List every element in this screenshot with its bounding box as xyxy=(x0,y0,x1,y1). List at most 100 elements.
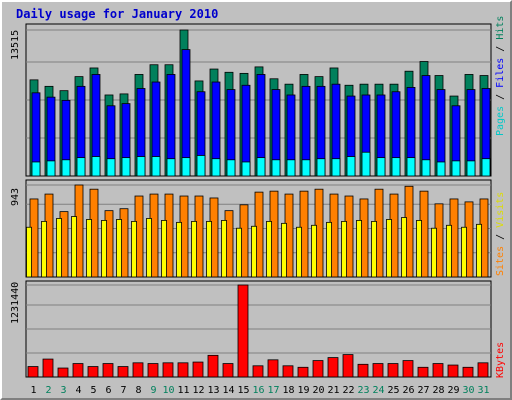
kbytes-bar xyxy=(342,354,354,378)
day-label: 10 xyxy=(162,385,174,396)
files-bar xyxy=(181,49,191,177)
sites-axis-max-label: 943 xyxy=(10,187,21,206)
kbytes-bar xyxy=(117,366,129,378)
visits-bar xyxy=(446,224,452,278)
pages-bar xyxy=(451,160,461,177)
pages-bar xyxy=(466,160,476,177)
kbytes-bar xyxy=(477,362,489,378)
day-label: 6 xyxy=(105,385,111,396)
pages-bar xyxy=(46,160,56,177)
day-label: 24 xyxy=(372,385,384,396)
visits-bar xyxy=(431,227,437,278)
pages-bar xyxy=(406,157,416,177)
pages-bar xyxy=(316,158,326,177)
day-label: 25 xyxy=(387,385,399,396)
pages-bar xyxy=(346,156,356,177)
visits-bar xyxy=(311,224,317,278)
day-label: 17 xyxy=(267,385,279,396)
visits-bar xyxy=(101,220,107,278)
pages-bar xyxy=(376,157,386,177)
legend-sites: Sites xyxy=(495,245,506,276)
legend-visits: Visits xyxy=(495,191,506,228)
visits-bar xyxy=(266,220,272,278)
kbytes-bar xyxy=(42,358,54,378)
pages-bar xyxy=(181,157,191,177)
kbytes-bar xyxy=(252,365,264,378)
pages-bar xyxy=(196,155,206,177)
kbytes-bar xyxy=(72,363,84,378)
visits-bar xyxy=(251,225,257,278)
pages-bar xyxy=(331,158,341,177)
pages-bar xyxy=(91,156,101,177)
pages-bar xyxy=(286,159,296,177)
pages-bar xyxy=(106,158,116,177)
day-label: 14 xyxy=(222,385,234,396)
visits-bar xyxy=(296,226,302,278)
day-label: 30 xyxy=(462,385,474,396)
visits-bar xyxy=(371,220,377,278)
pages-bar xyxy=(301,159,311,177)
day-label: 20 xyxy=(312,385,324,396)
visits-bar xyxy=(56,218,62,278)
visits-bar xyxy=(86,219,92,278)
kbytes-bar xyxy=(102,363,114,378)
kbytes-bar xyxy=(267,359,279,378)
legend-pages: Pages xyxy=(495,105,506,136)
legend-bottom: KBytes xyxy=(495,342,506,378)
visits-bar xyxy=(131,220,137,278)
kbytes-bar xyxy=(147,363,159,378)
day-label: 8 xyxy=(135,385,141,396)
visits-bar xyxy=(146,218,152,278)
hits-axis-max-label: 13515 xyxy=(10,29,21,60)
pages-bar xyxy=(271,159,281,177)
visits-bar xyxy=(461,226,467,278)
kbytes-bar xyxy=(357,363,369,378)
day-label: 27 xyxy=(417,385,429,396)
chart-title: Daily usage for January 2010 xyxy=(16,7,219,21)
visits-bar xyxy=(401,217,407,278)
kbytes-bar xyxy=(87,366,99,378)
day-label: 2 xyxy=(45,385,51,396)
visits-bar xyxy=(116,219,122,278)
day-label: 21 xyxy=(327,385,339,396)
day-label: 19 xyxy=(297,385,309,396)
legend-hits: Hits xyxy=(495,15,506,40)
pages-bar xyxy=(121,157,131,177)
day-label: 5 xyxy=(90,385,96,396)
pages-bar xyxy=(76,157,86,177)
kbytes-bar xyxy=(297,366,309,378)
visits-bar xyxy=(161,220,167,278)
visits-bar xyxy=(221,220,227,278)
pages-bar xyxy=(361,151,371,177)
kbytes-bar xyxy=(417,366,429,378)
kbytes-bar xyxy=(237,284,249,378)
legend-middle: Sites / Visits xyxy=(495,191,506,276)
day-label: 22 xyxy=(342,385,354,396)
day-label: 31 xyxy=(477,385,489,396)
kbytes-bar xyxy=(327,357,339,378)
kbytes-bar xyxy=(57,367,69,378)
pages-bar xyxy=(166,158,176,177)
kbytes-bar xyxy=(192,361,204,378)
kbytes-bar xyxy=(27,366,39,378)
visits-bar xyxy=(341,220,347,278)
kbytes-bar xyxy=(177,362,189,378)
pages-bar xyxy=(421,159,431,177)
visits-bar xyxy=(356,220,362,278)
pages-bar xyxy=(436,161,446,177)
legend-files: Files xyxy=(495,57,506,88)
visits-bar xyxy=(416,220,422,278)
kbytes-axis-max-label: 1231440 xyxy=(10,281,21,324)
pages-bar xyxy=(31,161,41,177)
day-label: 12 xyxy=(192,385,204,396)
kbytes-bar xyxy=(372,363,384,378)
visits-bar xyxy=(236,227,242,278)
legend-kbytes: KBytes xyxy=(495,341,506,378)
kbytes-bar xyxy=(432,363,444,378)
visits-bar xyxy=(71,216,77,278)
pages-bar xyxy=(226,159,236,177)
day-label: 18 xyxy=(282,385,294,396)
kbytes-bar xyxy=(312,360,324,378)
visits-bar xyxy=(386,219,392,278)
day-label: 7 xyxy=(120,385,126,396)
